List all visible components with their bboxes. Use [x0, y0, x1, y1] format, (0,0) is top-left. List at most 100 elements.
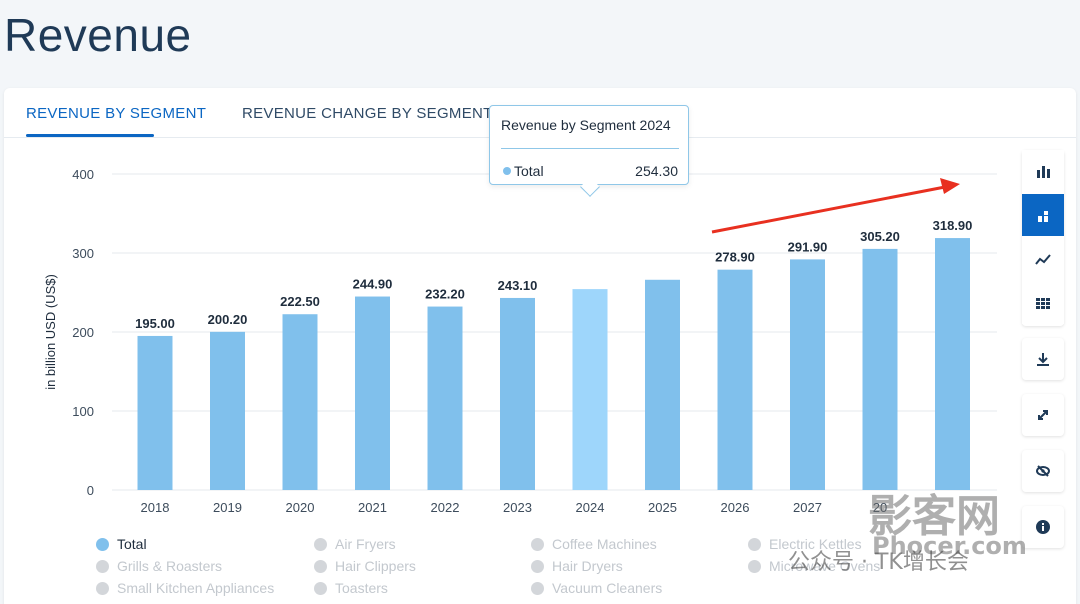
data-label-2027: 291.90 [788, 239, 828, 254]
bar-2026 [717, 269, 753, 490]
page-title: Revenue [4, 9, 192, 61]
y-tick-label: 200 [72, 325, 94, 340]
legend-dot [531, 581, 544, 595]
bar-2020 [282, 314, 318, 490]
active-tab-indicator [26, 134, 154, 137]
legend-item-air-fryers[interactable]: Air Fryers [314, 536, 396, 552]
chart-type-toolbar [1022, 150, 1064, 326]
x-tick-label-2023: 2023 [503, 500, 532, 515]
legend-item-total[interactable]: Total [96, 536, 147, 552]
expand-button[interactable] [1022, 394, 1064, 436]
x-tick-label-2024: 2024 [576, 500, 605, 515]
line-chart-icon [1035, 254, 1051, 265]
legend-label: Air Fryers [335, 536, 396, 552]
bar-chart-button[interactable] [1022, 150, 1064, 192]
bar-2025 [645, 279, 680, 490]
x-tick-label-2026: 2026 [721, 500, 750, 515]
legend-label: Microwave Ovens [769, 558, 881, 574]
legend-item-electric-kettles[interactable]: Electric Kettles [748, 536, 862, 552]
x-tick-label-2021: 2021 [358, 500, 387, 515]
legend-dot [314, 559, 327, 573]
watermark-brand: 影客网 [868, 491, 1000, 542]
bar-2018 [137, 335, 173, 490]
x-tick-label-2019: 2019 [213, 500, 242, 515]
data-label-2028: 305.20 [860, 229, 900, 244]
x-tick-label-2028: 20 [873, 500, 887, 515]
legend-dot [96, 559, 109, 573]
line-chart-button[interactable] [1022, 238, 1064, 280]
chart-tooltip: Revenue by Segment 2024 Total 254.30 [489, 105, 689, 197]
expand-icon [1038, 410, 1048, 420]
tooltip-separator [501, 148, 679, 149]
legend-item-small-kitchen-appliances[interactable]: Small Kitchen Appliances [96, 580, 274, 596]
legend-dot [531, 537, 544, 551]
data-label-2023: 243.10 [498, 278, 538, 293]
legend-item-hair-clippers[interactable]: Hair Clippers [314, 558, 416, 574]
trend-arrow [711, 178, 960, 234]
legend-label: Vacuum Cleaners [552, 580, 663, 596]
bar-2029 [935, 238, 970, 490]
stacked-bar-button[interactable] [1022, 194, 1064, 236]
x-tick-label-2020: 2020 [286, 500, 315, 515]
legend-label: Coffee Machines [552, 536, 657, 552]
bar-2028 [862, 248, 898, 490]
legend-dot [748, 559, 761, 573]
stacked-bar-icon [1038, 211, 1048, 222]
bar-2019 [210, 331, 245, 490]
tooltip-title: Revenue by Segment 2024 [501, 117, 671, 133]
legend-label: Small Kitchen Appliances [117, 580, 275, 596]
watermark-site: Phocer.com [872, 532, 1027, 560]
x-tick-label-2018: 2018 [141, 500, 170, 515]
data-label-2029: 318.90 [933, 218, 973, 233]
x-tick-label-2025: 2025 [648, 500, 677, 515]
bar-2021 [355, 296, 390, 490]
tooltip-series-value: 254.30 [635, 163, 678, 179]
legend-item-hair-dryers[interactable]: Hair Dryers [531, 558, 623, 574]
x-tick-label-2022: 2022 [431, 500, 460, 515]
legend-label: Hair Dryers [552, 558, 623, 574]
tab-revenue-by-segment[interactable]: REVENUE BY SEGMENT [26, 105, 207, 122]
download-icon [1037, 353, 1049, 366]
data-label-2026: 278.90 [715, 250, 755, 265]
data-label-2019: 200.20 [208, 312, 248, 327]
legend-label: Electric Kettles [769, 536, 862, 552]
y-tick-label: 300 [72, 246, 94, 261]
watermark-account: 公众号 · TK增长会 [788, 550, 969, 575]
legend-item-microwave-ovens[interactable]: Microwave Ovens [748, 558, 880, 574]
data-label-2018: 195.00 [135, 316, 175, 331]
legend-label: Total [117, 536, 147, 552]
y-tick-label: 0 [87, 483, 94, 498]
legend-dot [96, 581, 109, 595]
bar-2024 [572, 289, 608, 490]
bar-chart-icon [1037, 166, 1050, 178]
hide-icon [1036, 465, 1050, 477]
legend-item-grills-roasters[interactable]: Grills & Roasters [96, 558, 222, 574]
tab-revenue-change-by-segment[interactable]: REVENUE CHANGE BY SEGMENT [242, 105, 493, 122]
hide-button[interactable] [1022, 450, 1064, 492]
legend-dot [531, 559, 544, 573]
legend-item-toasters[interactable]: Toasters [314, 580, 388, 596]
table-icon [1036, 298, 1050, 309]
x-tick-label-2027: 2027 [793, 500, 822, 515]
legend-label: Grills & Roasters [117, 558, 223, 574]
info-button[interactable] [1022, 506, 1064, 548]
data-label-2021: 244.90 [353, 277, 393, 292]
legend-item-vacuum-cleaners[interactable]: Vacuum Cleaners [531, 580, 662, 596]
bar-2023 [500, 297, 535, 490]
legend-label: Hair Clippers [335, 558, 416, 574]
legend-dot [314, 581, 327, 595]
legend-dot [96, 537, 109, 551]
bar-2022 [427, 306, 463, 490]
legend-dot [314, 537, 327, 551]
table-button[interactable] [1022, 282, 1064, 324]
bar-2027 [790, 259, 825, 490]
data-label-2022: 232.20 [425, 287, 465, 302]
y-axis-label: in billion USD (US$) [43, 274, 58, 390]
legend-item-coffee-machines[interactable]: Coffee Machines [531, 536, 657, 552]
legend-dot [748, 537, 761, 551]
legend-label: Toasters [335, 580, 388, 596]
download-button[interactable] [1022, 338, 1064, 380]
data-label-2020: 222.50 [280, 294, 320, 309]
y-tick-label: 100 [72, 404, 94, 419]
